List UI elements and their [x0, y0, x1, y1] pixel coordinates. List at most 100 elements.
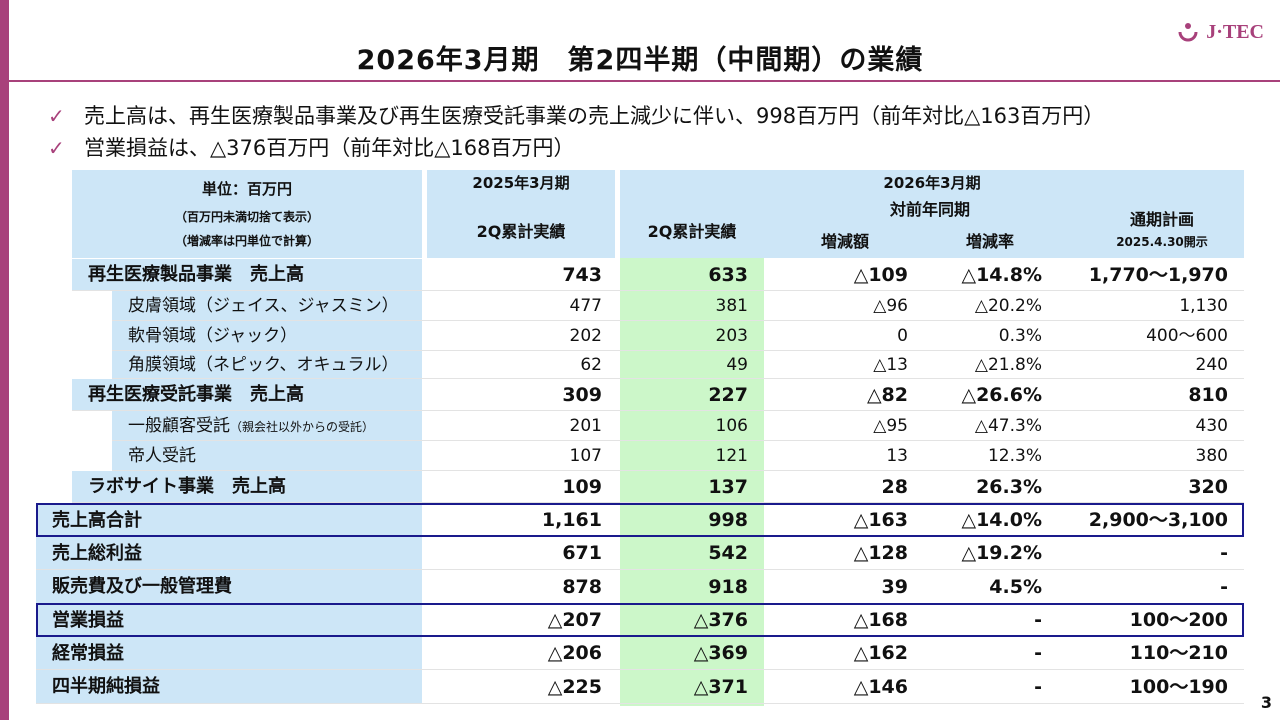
- bullet-sales: ✓ 売上高は、再生医療製品事業及び再生医療受託事業の売上減少に伴い、998百万円…: [48, 100, 1104, 132]
- table-row: 売上総利益 671 542 △128 △19.2% -: [0, 537, 1280, 570]
- rate-cell: △14.0%: [961, 509, 1042, 531]
- curr-value-cell: 106: [715, 416, 748, 436]
- curr-value-cell: 137: [708, 476, 748, 498]
- bullet-text: 営業損益は、△376百万円（前年対比△168百万円）: [84, 136, 575, 160]
- plan-cell: -: [1220, 576, 1228, 598]
- rate-cell: -: [1034, 676, 1042, 698]
- change-cell: △163: [853, 509, 908, 531]
- row-label: 再生医療受託事業 売上高: [88, 379, 304, 411]
- curr-value-header: 2Q累計実績: [647, 222, 737, 241]
- row-label: 帝人受託: [128, 441, 196, 471]
- bullet-text: 売上高は、再生医療製品事業及び再生医療受託事業の売上減少に伴い、998百万円（前…: [84, 104, 1105, 128]
- row-label-bg: [112, 411, 422, 440]
- row-label-text: 軟骨領域（ジャック）: [128, 326, 298, 346]
- row-label-bg: [36, 670, 422, 703]
- curr-value-cell: 542: [708, 542, 748, 564]
- row-label: 四半期純損益: [52, 670, 160, 704]
- rate-cell: △47.3%: [974, 416, 1042, 436]
- row-label-bg: [112, 441, 422, 470]
- rate-header: 増減率: [965, 232, 1014, 251]
- plan-header: 通期計画: [1129, 210, 1194, 229]
- header-bg-curr: [620, 170, 1244, 258]
- row-divider: [112, 470, 1244, 471]
- row-label-bg: [112, 291, 422, 320]
- row-label-text: 角膜領域（ネピック、オキュラル）: [128, 355, 399, 375]
- change-cell: △146: [853, 676, 908, 698]
- rate-cell: 12.3%: [987, 446, 1042, 466]
- header-bg-prev: [427, 170, 615, 258]
- yoy-header: 対前年同期: [889, 200, 970, 219]
- curr-value-cell: 918: [708, 576, 748, 598]
- prev-value-cell: 309: [562, 384, 602, 406]
- left-accent-bar: [0, 0, 9, 720]
- row-label-text: 経常損益: [52, 643, 124, 664]
- check-icon: ✓: [48, 104, 65, 128]
- table-row: 一般顧客受託（親会社以外からの受託） 201 106 △95 △47.3% 430: [0, 411, 1280, 441]
- curr-value-cell: △371: [693, 676, 748, 698]
- plan-cell: 400～600: [1146, 326, 1228, 346]
- row-label: 販売費及び一般管理費: [52, 570, 232, 604]
- row-divider: [36, 703, 1244, 704]
- plan-cell: 110～210: [1129, 642, 1228, 664]
- row-label: 一般顧客受託（親会社以外からの受託）: [128, 411, 374, 442]
- prev-value-cell: △225: [547, 676, 602, 698]
- unit-note-2: （増減率は円単位で計算）: [174, 234, 319, 248]
- unit-title: 単位：百万円: [201, 180, 292, 198]
- prev-value-cell: 107: [569, 446, 602, 466]
- plan-cell: 240: [1195, 355, 1228, 375]
- bullet-operating: ✓ 営業損益は、△376百万円（前年対比△168百万円）: [48, 132, 1104, 164]
- curr-value-cell: 381: [715, 296, 748, 316]
- table-row: ラボサイト事業 売上高 109 137 28 26.3% 320: [0, 471, 1280, 503]
- prev-value-cell: 109: [562, 476, 602, 498]
- row-label-bg: [72, 379, 422, 410]
- rate-cell: -: [1034, 609, 1042, 631]
- curr-column-bg: [620, 258, 764, 706]
- change-cell: △82: [866, 384, 908, 406]
- table-row: 角膜領域（ネピック、オキュラル） 62 49 △13 △21.8% 240: [0, 351, 1280, 379]
- prev-value-cell: 1,161: [541, 509, 602, 531]
- rate-cell: 26.3%: [976, 476, 1042, 498]
- highlight-operating-profit: [36, 603, 1244, 637]
- row-label-text: 販売費及び一般管理費: [52, 576, 232, 597]
- change-cell: △13: [873, 355, 908, 375]
- table-row: 帝人受託 107 121 13 12.3% 380: [0, 441, 1280, 471]
- row-label: 経常損益: [52, 637, 124, 670]
- row-label-bg: [36, 504, 422, 536]
- row-label-text: 皮膚領域（ジェイス、ジャスミン）: [128, 296, 399, 316]
- row-divider: [72, 290, 1244, 291]
- change-header: 増減額: [820, 232, 869, 251]
- table-row: 軟骨領域（ジャック） 202 203 0 0.3% 400～600: [0, 321, 1280, 351]
- change-cell: 0: [897, 326, 908, 346]
- curr-value-cell: 121: [715, 446, 748, 466]
- logo-text: J·TEC: [1206, 20, 1264, 43]
- change-cell: △162: [853, 642, 908, 664]
- table-row: 皮膚領域（ジェイス、ジャスミン） 477 381 △96 △20.2% 1,130: [0, 291, 1280, 321]
- change-cell: △96: [873, 296, 908, 316]
- row-label: 皮膚領域（ジェイス、ジャスミン）: [128, 291, 399, 321]
- row-label-text: 売上総利益: [52, 543, 142, 564]
- row-label-text: 営業損益: [52, 610, 124, 631]
- plan-cell: -: [1220, 542, 1228, 564]
- row-label-bg: [72, 471, 422, 502]
- prev-value-cell: 477: [569, 296, 602, 316]
- row-label-text: 一般顧客受託: [128, 416, 230, 436]
- change-cell: △95: [873, 416, 908, 436]
- row-divider: [112, 320, 1244, 321]
- prev-value-cell: 743: [562, 264, 602, 286]
- plan-cell: 380: [1195, 446, 1228, 466]
- prev-value-header: 2Q累計実績: [476, 222, 566, 241]
- rate-cell: -: [1034, 642, 1042, 664]
- table-row: 四半期純損益 △225 △371 △146 - 100～190: [0, 670, 1280, 704]
- curr-value-cell: △369: [693, 642, 748, 664]
- title-divider: [9, 80, 1280, 82]
- curr-value-cell: 227: [708, 384, 748, 406]
- plan-cell: 100～190: [1129, 676, 1228, 698]
- highlight-total-sales: [36, 503, 1244, 537]
- summary-bullets: ✓ 売上高は、再生医療製品事業及び再生医療受託事業の売上減少に伴い、998百万円…: [48, 100, 1104, 164]
- row-label-text: 再生医療受託事業 売上高: [88, 384, 304, 405]
- plan-cell: 100～200: [1129, 609, 1228, 631]
- change-cell: 13: [886, 446, 908, 466]
- row-divider: [36, 669, 1244, 670]
- row-divider: [72, 502, 1244, 503]
- prev-value-cell: 62: [580, 355, 602, 375]
